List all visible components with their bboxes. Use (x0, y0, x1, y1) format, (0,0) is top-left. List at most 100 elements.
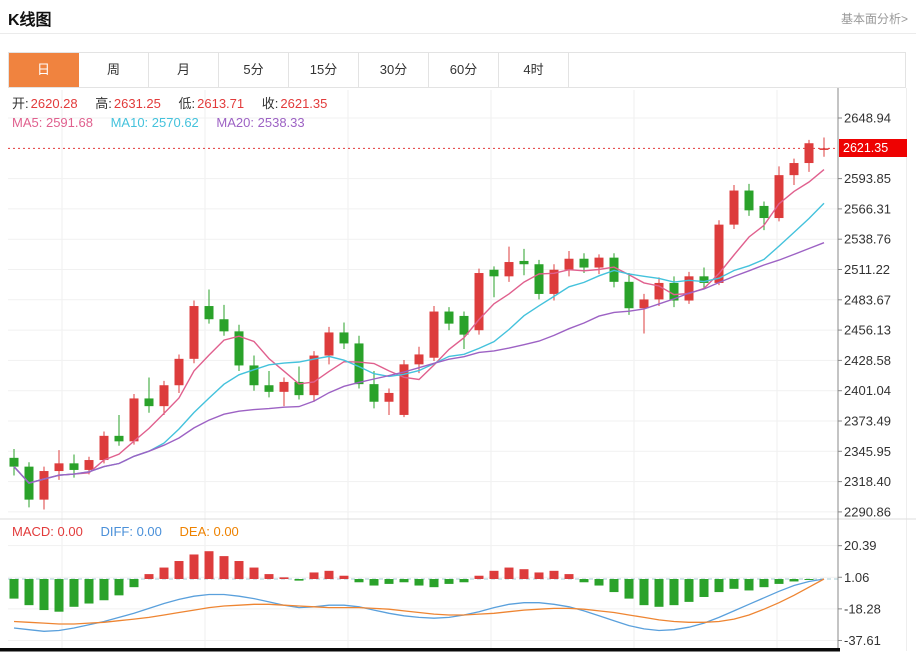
macd-bar (474, 575, 484, 579)
macd-bar (384, 579, 394, 584)
ma20-line (13, 242, 825, 484)
tab-15min[interactable]: 15分 (289, 53, 359, 87)
axis-tick-label: 2593.85 (844, 171, 891, 186)
candle-body (309, 355, 319, 396)
candle-body (54, 463, 64, 472)
macd-bar (684, 579, 694, 602)
macd-bar (729, 579, 739, 589)
low-value: 2613.71 (197, 96, 245, 111)
candle-body (39, 471, 49, 500)
candle-body (189, 306, 199, 359)
candle-body (459, 315, 469, 335)
axis-tick-label: -37.61 (844, 633, 881, 648)
tab-day[interactable]: 日 (9, 53, 79, 87)
candle-body (264, 385, 274, 392)
close-label: 收: (261, 96, 279, 111)
macd-bar (489, 570, 499, 579)
tab-5min[interactable]: 5分 (219, 53, 289, 87)
candle-body (549, 269, 559, 294)
macd-bar (804, 579, 814, 580)
macd-bar (174, 561, 184, 579)
macd-bar (219, 556, 229, 579)
macd-bar (249, 567, 259, 579)
candle-body (339, 332, 349, 344)
candle-body (534, 264, 544, 294)
ma-readout: MA5: 2591.68 MA10: 2570.62 MA20: 2538.33 (12, 115, 319, 130)
axis-tick-label: -18.28 (844, 601, 881, 616)
macd-bar (99, 579, 109, 601)
ma5-value: 2591.68 (45, 115, 93, 130)
macd-value: 0.00 (57, 524, 83, 539)
diff-value: 0.00 (136, 524, 162, 539)
candle-body (129, 398, 139, 442)
candle-body (399, 364, 409, 415)
candle-body (759, 205, 769, 219)
candle-body (99, 435, 109, 461)
dea-value: 0.00 (213, 524, 239, 539)
macd-bar (399, 579, 409, 583)
ma10-value: 2570.62 (151, 115, 199, 130)
candle-body (489, 269, 499, 277)
macd-bar (369, 579, 379, 586)
candle-body (384, 392, 394, 402)
candle-body (804, 143, 814, 164)
macd-bar (159, 567, 169, 579)
macd-bar (744, 579, 754, 591)
macd-bar (444, 579, 454, 584)
high-label: 高: (95, 96, 112, 111)
candle-body (669, 282, 679, 301)
candle-body (714, 224, 724, 283)
macd-bar (144, 574, 154, 579)
candle-body (594, 257, 604, 268)
macd-bar (594, 579, 604, 586)
tab-30min[interactable]: 30分 (359, 53, 429, 87)
candle-body (429, 311, 439, 358)
close-value: 2621.35 (280, 96, 328, 111)
axis-tick-label: 2345.95 (844, 444, 891, 459)
macd-bar (204, 551, 214, 579)
axis-tick-label: 2483.67 (844, 292, 891, 307)
fundamental-analysis-link[interactable]: 基本面分析> (840, 12, 908, 26)
candle-body (219, 319, 229, 332)
candle-body (564, 258, 574, 270)
macd-bar (24, 579, 34, 606)
axis-tick-label: 2373.49 (844, 414, 891, 429)
tab-month[interactable]: 月 (149, 53, 219, 87)
macd-bar (309, 572, 319, 579)
low-label: 低: (178, 96, 196, 111)
macd-bar (339, 575, 349, 579)
macd-bar (579, 579, 589, 583)
candle-body (654, 282, 664, 300)
tab-4hour[interactable]: 4时 (499, 53, 569, 87)
macd-bar (759, 579, 769, 588)
candle-body (624, 281, 634, 309)
candle-body (369, 384, 379, 402)
candle-body (504, 262, 514, 277)
open-label: 开: (12, 96, 29, 111)
axis-tick-label: 2290.86 (844, 504, 891, 519)
macd-bar (549, 570, 559, 579)
axis-tick-label: 20.39 (844, 538, 877, 553)
macd-bar (9, 579, 19, 599)
macd-bar (324, 570, 334, 579)
candle-body (684, 276, 694, 301)
macd-bar (294, 579, 304, 581)
macd-bar (84, 579, 94, 604)
ma20-value: 2538.33 (257, 115, 305, 130)
axis-tick-label: 2318.40 (844, 474, 891, 489)
candle-body (744, 190, 754, 211)
timeframe-tabs: 日 周 月 5分 15分 30分 60分 4时 (8, 52, 906, 88)
candle-body (774, 175, 784, 219)
candle-body (579, 258, 589, 268)
tab-week[interactable]: 周 (79, 53, 149, 87)
candle-body (9, 457, 19, 467)
macd-bar (519, 569, 529, 579)
macd-bar (189, 554, 199, 579)
diff-label: DIFF: (100, 524, 133, 539)
macd-bar (504, 567, 514, 579)
candle-body (699, 276, 709, 283)
candle-body (474, 273, 484, 331)
tab-60min[interactable]: 60分 (429, 53, 499, 87)
macd-bar (699, 579, 709, 597)
